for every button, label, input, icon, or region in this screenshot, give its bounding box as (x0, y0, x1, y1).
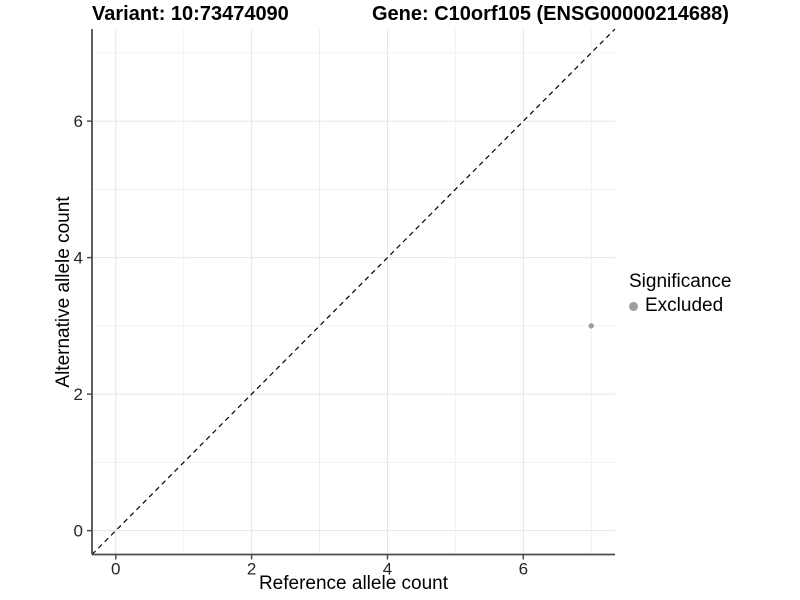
legend-item: Excluded (629, 295, 731, 317)
x-axis-title: Reference allele count (258, 573, 449, 594)
legend-title: Significance (629, 271, 732, 292)
y-tick-label: 2 (74, 385, 83, 404)
plot-title-gene: Gene: C10orf105 (ENSG00000214688) (372, 3, 729, 25)
x-tick-label: 2 (247, 560, 256, 579)
y-tick-label: 0 (74, 522, 83, 541)
legend: Significance Excluded (629, 271, 731, 317)
legend-item-label: Excluded (645, 295, 724, 316)
x-tick-label: 4 (383, 560, 392, 579)
y-tick-label: 6 (74, 112, 83, 131)
data-point (588, 323, 594, 329)
plot-title-variant: Variant: 10:73474090 (92, 3, 289, 25)
y-tick-label: 4 (74, 249, 83, 268)
y-axis-title: Alternative allele count (53, 196, 74, 388)
identity-line (91, 28, 616, 555)
x-tick-label: 0 (111, 560, 120, 579)
x-tick-label: 6 (519, 560, 528, 579)
legend-point-icon (629, 301, 638, 311)
